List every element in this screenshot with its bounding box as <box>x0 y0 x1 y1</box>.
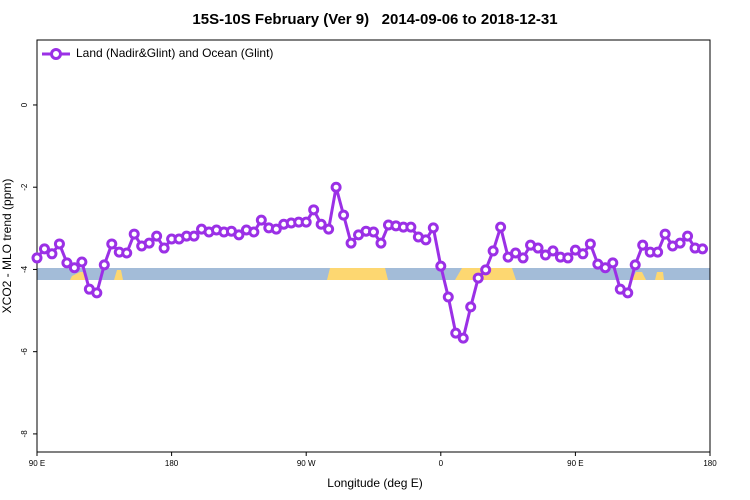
x-tick-label: 90 E <box>567 459 583 468</box>
data-point <box>442 291 454 303</box>
data-point <box>76 256 88 268</box>
data-point <box>435 260 447 272</box>
legend: Land (Nadir&Glint) and Ocean (Glint) <box>42 46 273 60</box>
data-point <box>659 228 671 240</box>
y-tick-label: -6 <box>20 348 29 356</box>
data-point <box>427 222 439 234</box>
x-tick-label: 180 <box>165 459 179 468</box>
land-patch <box>70 272 88 280</box>
x-tick-label: 90 E <box>29 459 45 468</box>
data-point <box>629 259 641 271</box>
data-point <box>480 264 492 276</box>
y-tick-label: -4 <box>20 265 29 273</box>
data-point <box>674 237 686 249</box>
data-point <box>682 230 694 242</box>
data-point <box>562 252 574 264</box>
data-point <box>487 245 499 257</box>
data-point <box>128 228 140 240</box>
y-tick-label: 0 <box>20 102 29 107</box>
data-point <box>584 238 596 250</box>
data-point <box>607 257 619 269</box>
land-ocean-mask <box>37 268 710 280</box>
data-point <box>270 223 282 235</box>
data-point <box>31 252 43 264</box>
data-point <box>158 242 170 254</box>
data-point <box>697 243 709 255</box>
x-tick-label: 0 <box>439 459 444 468</box>
data-point <box>510 247 522 259</box>
data-point <box>457 332 469 344</box>
data-point <box>98 259 110 271</box>
data-point <box>465 301 477 313</box>
data-point <box>577 248 589 260</box>
land-patch <box>327 268 388 280</box>
data-point <box>308 204 320 216</box>
data-point <box>599 262 611 274</box>
data-point <box>46 248 58 260</box>
land-patch <box>114 270 123 280</box>
chart-title: 15S-10S February (Ver 9) 2014-09-06 to 2… <box>192 11 557 28</box>
y-axis-label: XCO2 - MLO trend (ppm) <box>0 179 14 314</box>
data-point <box>323 223 335 235</box>
y-tick-label: -2 <box>20 183 29 191</box>
data-point <box>450 327 462 339</box>
legend-marker <box>50 48 62 60</box>
data-point <box>61 257 73 269</box>
x-axis-label: Longitude (deg E) <box>327 476 422 490</box>
data-point <box>91 287 103 299</box>
data-point <box>652 246 664 258</box>
data-point <box>300 216 312 228</box>
data-point <box>405 221 417 233</box>
x-tick-label: 180 <box>703 459 717 468</box>
data-point <box>121 247 133 259</box>
data-point <box>368 226 379 238</box>
land-patch <box>655 272 664 280</box>
data-point <box>472 272 484 284</box>
data-point <box>68 262 80 274</box>
data-point <box>345 237 357 249</box>
data-point <box>622 287 634 299</box>
data-point <box>151 230 163 242</box>
data-point <box>532 242 544 254</box>
data-point <box>188 230 200 242</box>
data-point <box>233 229 245 241</box>
land-patch <box>632 272 646 280</box>
data-point <box>255 214 267 226</box>
plot-frame <box>36 39 711 453</box>
data-point <box>53 238 65 250</box>
data-point <box>495 221 507 233</box>
x-tick-label: 90 W <box>297 459 316 468</box>
data-point <box>375 237 387 249</box>
y-tick-label: -8 <box>20 430 29 438</box>
data-point <box>338 209 350 221</box>
data-point <box>637 239 649 251</box>
data-point <box>106 238 118 250</box>
data-point <box>315 218 327 230</box>
data-point <box>330 181 342 193</box>
data-point <box>420 234 432 246</box>
data-point <box>517 252 529 264</box>
data-point <box>38 243 50 255</box>
legend-label: Land (Nadir&Glint) and Ocean (Glint) <box>76 46 273 60</box>
data-point <box>547 245 559 257</box>
data-point <box>248 226 260 238</box>
data-point <box>143 237 155 249</box>
